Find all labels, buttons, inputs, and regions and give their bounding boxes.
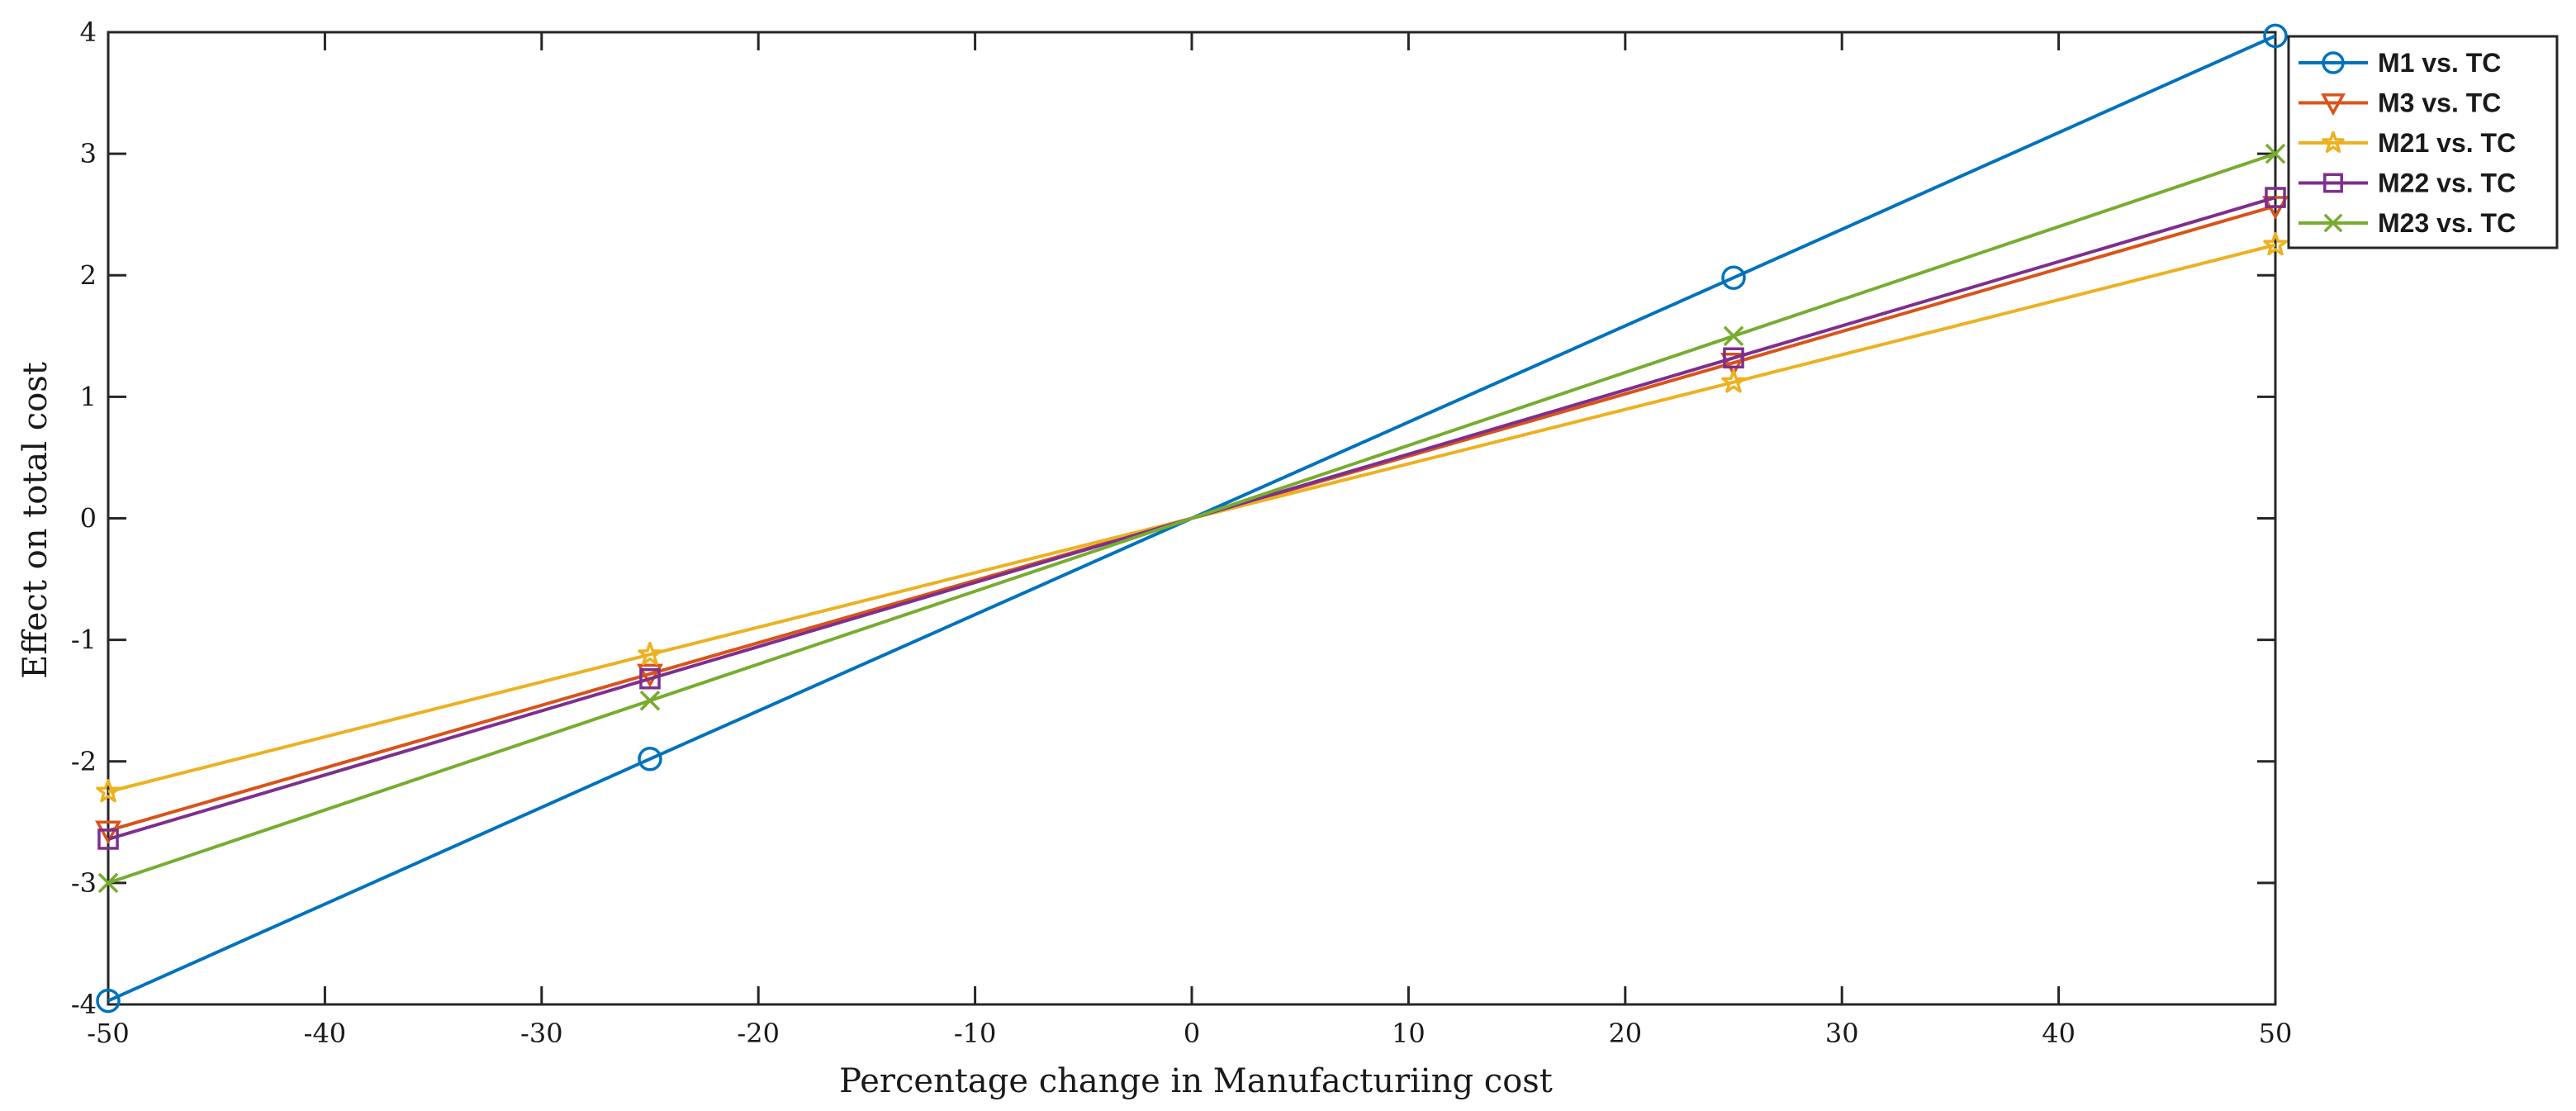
y-tick-label: -1	[71, 624, 97, 656]
legend-marker	[2323, 213, 2343, 233]
legend-marker	[2321, 93, 2346, 116]
y-axis-title: Effect on total cost	[17, 362, 55, 679]
data-point	[97, 872, 119, 894]
legend-label: M1 vs. TC	[2378, 48, 2501, 78]
y-tick-label: 1	[80, 381, 97, 412]
legend-label: M21 vs. TC	[2378, 128, 2516, 158]
x-axis-title: Percentage change in Manufacturiing cost	[839, 1062, 1553, 1100]
data-point	[1720, 353, 1747, 377]
legend-item: M23 vs. TC	[2298, 208, 2516, 238]
data-point	[639, 690, 661, 711]
data-point	[2263, 23, 2288, 49]
legend-item: M21 vs. TC	[2298, 128, 2516, 158]
y-tick-label: -4	[71, 989, 97, 1020]
y-tick-label: 2	[80, 259, 97, 291]
x-marker-stroke	[2265, 143, 2286, 164]
legend-label: M23 vs. TC	[2378, 208, 2516, 238]
data-point	[637, 663, 663, 688]
legend-item: M22 vs. TC	[2298, 169, 2516, 198]
data-point	[2263, 232, 2288, 256]
legend-marker	[2323, 173, 2343, 193]
series-m23-vs-tc	[97, 143, 2286, 894]
x-tick-label: -20	[737, 1018, 780, 1049]
data-point	[96, 988, 121, 1014]
data-point	[1721, 369, 1746, 393]
x-marker-stroke	[97, 872, 119, 894]
y-tick-label: 3	[80, 138, 97, 169]
x-tick-label: 30	[1825, 1018, 1859, 1049]
data-point	[95, 820, 121, 845]
legend-label: M22 vs. TC	[2378, 169, 2516, 198]
data-point	[97, 829, 119, 850]
series-line	[107, 152, 2276, 885]
x-tick-label: -40	[304, 1018, 347, 1049]
y-tick-label: -2	[71, 746, 97, 777]
x-tick-label: 20	[1608, 1018, 1642, 1049]
x-marker-stroke	[1723, 325, 1744, 347]
y-tick-label: 4	[80, 17, 97, 48]
data-point	[2265, 187, 2286, 208]
x-tick-label: 0	[1184, 1018, 1200, 1049]
legend-marker	[2322, 51, 2345, 74]
data-point	[1723, 347, 1744, 369]
legend-marker	[2322, 131, 2345, 153]
y-tick-label: -3	[71, 867, 97, 899]
legend-label: M3 vs. TC	[2378, 88, 2501, 118]
data-point	[639, 667, 661, 690]
data-point	[1721, 265, 1746, 290]
x-marker-stroke	[639, 690, 661, 711]
x-tick-label: 10	[1392, 1018, 1426, 1049]
x-tick-label: -10	[954, 1018, 997, 1049]
data-point	[2265, 143, 2286, 164]
data-point	[638, 641, 662, 666]
legend-item: M3 vs. TC	[2298, 88, 2501, 118]
y-tick-label: 0	[80, 503, 97, 534]
data-point	[96, 779, 121, 803]
data-point	[1723, 325, 1744, 347]
legend-item: M1 vs. TC	[2298, 48, 2501, 78]
x-tick-label: -30	[520, 1018, 563, 1049]
x-tick-label: -50	[87, 1018, 130, 1049]
legend: M1 vs. TC M3 vs. TC M21 vs. TC M22 vs. TC M2…	[2287, 35, 2559, 249]
x-tick-label: 40	[2042, 1018, 2076, 1049]
x-tick-label: 50	[2259, 1018, 2293, 1049]
x-marker-stroke	[2323, 213, 2343, 233]
data-point	[638, 747, 662, 772]
